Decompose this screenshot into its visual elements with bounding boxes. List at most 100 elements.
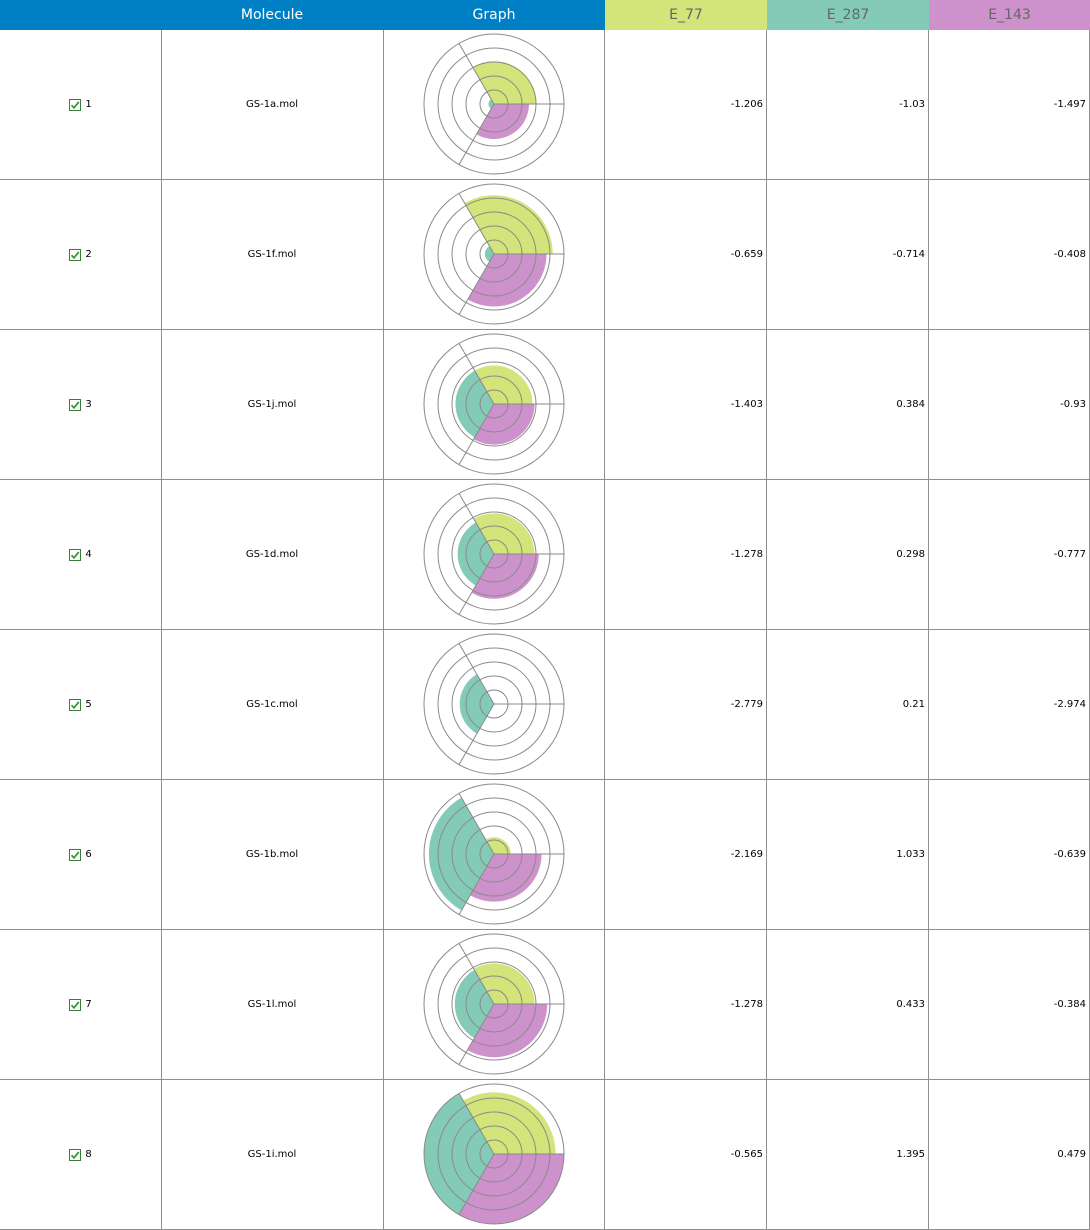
radial-chart xyxy=(423,783,565,925)
radial-chart xyxy=(423,1083,565,1225)
value-e287: 0.384 xyxy=(896,399,925,410)
value-e77: -0.659 xyxy=(730,249,763,260)
chart-axis xyxy=(458,103,495,165)
value-e77: -0.565 xyxy=(730,1149,763,1160)
row-index-cell: 4 xyxy=(0,480,161,629)
row-divider xyxy=(0,929,1090,930)
chart-axis xyxy=(458,343,495,405)
column-divider xyxy=(604,30,605,1230)
chart-axis xyxy=(458,193,495,255)
row-checkbox[interactable] xyxy=(69,998,82,1011)
chart-axis xyxy=(458,43,495,105)
row-index: 2 xyxy=(85,249,92,260)
radial-chart xyxy=(423,933,565,1075)
header-index[interactable] xyxy=(0,0,161,30)
row-checkbox[interactable] xyxy=(69,398,82,411)
chart-axis xyxy=(458,493,495,555)
sector-e287 xyxy=(424,1093,494,1215)
value-e77: -1.403 xyxy=(730,399,763,410)
chart-axis xyxy=(458,1093,495,1155)
sector-e143 xyxy=(467,1004,548,1058)
value-e77: -1.206 xyxy=(730,99,763,110)
sector-e143 xyxy=(467,254,547,307)
chart-axis xyxy=(458,553,495,615)
column-divider xyxy=(766,30,767,1230)
molecule-name: GS-1a.mol xyxy=(245,99,298,110)
row-divider xyxy=(0,629,1090,630)
sector-e287 xyxy=(484,246,494,262)
molecule-name: GS-1i.mol xyxy=(247,1149,297,1160)
sector-e143 xyxy=(473,404,535,445)
sector-e143 xyxy=(471,554,539,599)
row-checkbox[interactable] xyxy=(69,848,82,861)
row-checkbox[interactable] xyxy=(69,248,82,261)
sector-e77 xyxy=(473,963,535,1004)
checkmark-icon xyxy=(71,250,80,259)
radial-chart xyxy=(423,333,565,475)
row-checkbox[interactable] xyxy=(69,698,82,711)
sector-e143 xyxy=(459,1154,564,1224)
value-e77: -2.779 xyxy=(730,699,763,710)
chart-axis xyxy=(458,853,495,915)
chart-axis xyxy=(458,643,495,705)
row-index: 3 xyxy=(85,399,92,410)
row-checkbox[interactable] xyxy=(69,548,82,561)
chart-axis xyxy=(458,253,495,315)
row-divider xyxy=(0,479,1090,480)
value-e143: -0.777 xyxy=(1053,549,1086,560)
value-e77: -1.278 xyxy=(730,999,763,1010)
row-divider xyxy=(0,779,1090,780)
molecule-name: GS-1l.mol xyxy=(247,999,297,1010)
value-e287: 1.033 xyxy=(896,849,925,860)
row-index: 1 xyxy=(85,99,92,110)
value-e287: 1.395 xyxy=(896,1149,925,1160)
sector-e77 xyxy=(474,365,533,404)
molecule-name: GS-1c.mol xyxy=(246,699,298,710)
sector-e77 xyxy=(464,195,553,254)
row-index-cell: 2 xyxy=(0,180,161,329)
row-index-cell: 1 xyxy=(0,30,161,179)
column-divider xyxy=(928,30,929,1230)
sector-e143 xyxy=(470,854,542,902)
row-checkbox[interactable] xyxy=(69,1148,82,1161)
row-index: 8 xyxy=(85,1149,92,1160)
checkmark-icon xyxy=(71,700,80,709)
sector-e77 xyxy=(473,513,535,554)
row-divider xyxy=(0,329,1090,330)
value-e143: -0.384 xyxy=(1053,999,1086,1010)
chart-axis xyxy=(458,793,495,855)
radial-chart xyxy=(423,33,565,175)
sector-e287 xyxy=(459,674,494,734)
radial-chart xyxy=(423,483,565,625)
value-e287: -1.03 xyxy=(899,99,925,110)
sector-e143 xyxy=(476,104,529,139)
value-e287: 0.298 xyxy=(896,549,925,560)
checkmark-icon xyxy=(71,1000,80,1009)
molecule-name: GS-1d.mol xyxy=(245,549,299,560)
value-e143: -2.974 xyxy=(1053,699,1086,710)
row-index-cell: 8 xyxy=(0,1080,161,1229)
checkmark-icon xyxy=(71,100,80,109)
header-graph[interactable]: Graph xyxy=(383,0,605,30)
header-e143[interactable]: E_143 xyxy=(929,0,1090,30)
chart-axis xyxy=(458,1003,495,1065)
value-e77: -1.278 xyxy=(730,549,763,560)
chart-axis xyxy=(458,403,495,465)
row-index: 5 xyxy=(85,699,92,710)
row-index: 4 xyxy=(85,549,92,560)
checkmark-icon xyxy=(71,850,80,859)
sector-e77 xyxy=(472,61,537,104)
checkmark-icon xyxy=(71,400,80,409)
sector-e77 xyxy=(463,1092,556,1154)
row-index: 7 xyxy=(85,999,92,1010)
radial-chart xyxy=(423,183,565,325)
header-molecule[interactable]: Molecule xyxy=(161,0,383,30)
header-e287[interactable]: E_287 xyxy=(767,0,929,30)
checkmark-icon xyxy=(71,550,80,559)
value-e143: -0.93 xyxy=(1060,399,1086,410)
chart-axis xyxy=(458,943,495,1005)
header-e77[interactable]: E_77 xyxy=(605,0,767,30)
row-divider xyxy=(0,1079,1090,1080)
row-checkbox[interactable] xyxy=(69,98,82,111)
